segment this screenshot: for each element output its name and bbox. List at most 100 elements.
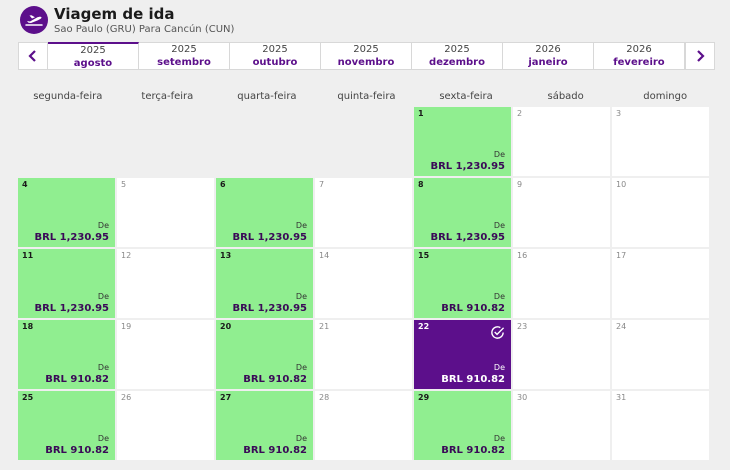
price-prefix: De: [97, 363, 109, 372]
day-cell[interactable]: 13 De BRL 1,230.95: [216, 249, 313, 318]
day-cell[interactable]: 8 De BRL 1,230.95: [414, 178, 511, 247]
month-tab-year: 2025: [444, 44, 470, 55]
day-cell[interactable]: 19: [117, 320, 214, 389]
day-cell[interactable]: 16: [513, 249, 610, 318]
month-tab[interactable]: 2025 setembro: [139, 42, 230, 70]
day-number: 7: [319, 180, 325, 189]
month-tab[interactable]: 2025 outubro: [230, 42, 321, 70]
fare-price: BRL 1,230.95: [34, 303, 109, 314]
day-cell[interactable]: 2: [513, 107, 610, 176]
day-cell[interactable]: 23: [513, 320, 610, 389]
weekday-label: quinta-feira: [337, 91, 396, 102]
month-tab[interactable]: 2025 novembro: [321, 42, 412, 70]
month-tabs: 2025 agosto 2025 setembro 2025 outubro 2025 nov…: [48, 42, 685, 70]
empty-cell: [18, 107, 115, 176]
price-prefix: De: [295, 221, 307, 230]
day-number: 12: [121, 251, 132, 260]
weekday-header: segunda-feira terça-feira quarta-feira quin…: [18, 91, 715, 102]
month-tab-year: 2025: [262, 44, 288, 55]
fare-price: BRL 910.82: [45, 374, 109, 385]
day-cell[interactable]: 15 De BRL 910.82: [414, 249, 511, 318]
day-cell[interactable]: 9: [513, 178, 610, 247]
day-number: 19: [121, 322, 132, 331]
price-prefix: De: [493, 363, 505, 372]
day-cell[interactable]: 20 De BRL 910.82: [216, 320, 313, 389]
day-cell[interactable]: 7: [315, 178, 412, 247]
day-cell[interactable]: 14: [315, 249, 412, 318]
day-cell[interactable]: 25 De BRL 910.82: [18, 391, 115, 460]
day-number: 13: [220, 251, 232, 260]
day-number: 15: [418, 251, 430, 260]
next-month-button[interactable]: [685, 42, 715, 70]
weekday-label: sexta-feira: [439, 91, 493, 102]
month-tab-name: outubro: [252, 57, 298, 68]
empty-cell: [117, 107, 214, 176]
day-number: 22: [418, 322, 430, 331]
fare-price: BRL 910.82: [441, 445, 505, 456]
day-cell[interactable]: 1 De BRL 1,230.95: [414, 107, 511, 176]
day-cell[interactable]: 27 De BRL 910.82: [216, 391, 313, 460]
day-number: 14: [319, 251, 330, 260]
day-number: 21: [319, 322, 330, 331]
month-tab-year: 2026: [626, 44, 652, 55]
empty-cell: [315, 107, 412, 176]
day-cell[interactable]: 10: [612, 178, 709, 247]
day-cell[interactable]: 6 De BRL 1,230.95: [216, 178, 313, 247]
day-number: 1: [418, 109, 424, 118]
month-tab[interactable]: 2025 agosto: [48, 42, 139, 70]
day-number: 31: [616, 393, 627, 402]
month-tab-name: agosto: [73, 58, 113, 69]
fare-price: BRL 1,230.95: [232, 232, 307, 243]
fare-price: BRL 1,230.95: [430, 161, 505, 172]
month-tab[interactable]: 2026 janeiro: [503, 42, 594, 70]
day-cell[interactable]: 11 De BRL 1,230.95: [18, 249, 115, 318]
fare-price: BRL 1,230.95: [34, 232, 109, 243]
day-number: 26: [121, 393, 132, 402]
day-cell[interactable]: 30: [513, 391, 610, 460]
day-cell[interactable]: 5: [117, 178, 214, 247]
day-cell[interactable]: 26: [117, 391, 214, 460]
day-number: 10: [616, 180, 627, 189]
chevron-left-icon: [28, 50, 36, 62]
airplane-takeoff-icon: [20, 6, 48, 34]
month-tab-year: 2025: [171, 44, 197, 55]
price-prefix: De: [97, 292, 109, 301]
price-prefix: De: [97, 221, 109, 230]
month-tab[interactable]: 2025 dezembro: [412, 42, 503, 70]
day-cell[interactable]: 31: [612, 391, 709, 460]
price-prefix: De: [493, 292, 505, 301]
price-prefix: De: [493, 221, 505, 230]
day-cell[interactable]: 3: [612, 107, 709, 176]
trip-header: Viagem de ida Sao Paulo (GRU) Para Cancú…: [20, 2, 234, 38]
calendar-grid: 1 De BRL 1,230.95 2 3 4 De BRL 1,230.95 5 6 De BRL …: [18, 107, 715, 460]
day-cell[interactable]: 12: [117, 249, 214, 318]
weekday-label: domingo: [643, 91, 688, 102]
prev-month-button[interactable]: [18, 42, 48, 70]
day-cell[interactable]: 29 De BRL 910.82: [414, 391, 511, 460]
day-cell[interactable]: 4 De BRL 1,230.95: [18, 178, 115, 247]
month-tab-year: 2025: [353, 44, 379, 55]
day-cell[interactable]: 24: [612, 320, 709, 389]
page-title: Viagem de ida: [54, 4, 175, 23]
fare-price: BRL 910.82: [243, 374, 307, 385]
day-number: 9: [517, 180, 523, 189]
day-number: 4: [22, 180, 28, 189]
day-number: 17: [616, 251, 627, 260]
weekday-label: sábado: [547, 91, 584, 102]
weekday-label: quarta-feira: [237, 91, 297, 102]
route-subtitle: Sao Paulo (GRU) Para Cancún (CUN): [54, 23, 235, 35]
day-cell[interactable]: 17: [612, 249, 709, 318]
day-cell[interactable]: 28: [315, 391, 412, 460]
day-number: 27: [220, 393, 232, 402]
day-number: 5: [121, 180, 127, 189]
month-tab-name: janeiro: [528, 57, 568, 68]
day-cell-selected[interactable]: 22 De BRL 910.82: [414, 320, 511, 389]
month-tab-name: fevereiro: [613, 57, 665, 68]
day-cell[interactable]: 21: [315, 320, 412, 389]
month-tab-year: 2025: [80, 45, 106, 56]
fare-price: BRL 910.82: [45, 445, 109, 456]
month-tab[interactable]: 2026 fevereiro: [594, 42, 685, 70]
month-tab-name: dezembro: [429, 57, 485, 68]
chevron-right-icon: [697, 50, 705, 62]
day-cell[interactable]: 18 De BRL 910.82: [18, 320, 115, 389]
